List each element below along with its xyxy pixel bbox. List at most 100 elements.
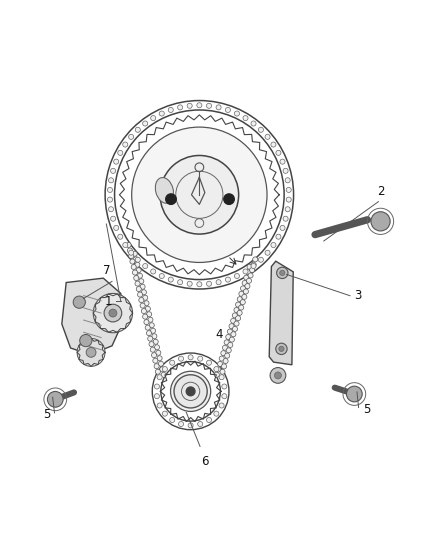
Circle shape — [129, 250, 134, 255]
Circle shape — [134, 276, 139, 280]
Circle shape — [229, 324, 234, 329]
Circle shape — [280, 270, 285, 276]
Circle shape — [151, 328, 155, 333]
Circle shape — [159, 361, 163, 366]
Circle shape — [148, 336, 153, 341]
Circle shape — [237, 310, 242, 316]
Circle shape — [166, 194, 176, 204]
Circle shape — [244, 275, 249, 280]
Text: 3: 3 — [354, 289, 361, 302]
Circle shape — [224, 194, 234, 204]
Circle shape — [197, 103, 202, 108]
Circle shape — [118, 150, 123, 156]
Circle shape — [150, 347, 155, 352]
Circle shape — [145, 306, 150, 311]
Circle shape — [129, 134, 134, 139]
Circle shape — [170, 372, 211, 411]
Circle shape — [214, 367, 219, 372]
Circle shape — [177, 105, 183, 110]
Circle shape — [135, 281, 140, 286]
Circle shape — [206, 281, 212, 286]
Circle shape — [206, 103, 212, 108]
Circle shape — [226, 108, 230, 112]
Circle shape — [371, 212, 390, 231]
Circle shape — [157, 403, 162, 408]
Circle shape — [135, 257, 140, 262]
Circle shape — [258, 257, 263, 262]
Circle shape — [160, 156, 239, 234]
Circle shape — [240, 300, 245, 305]
Circle shape — [170, 360, 175, 365]
Circle shape — [219, 356, 224, 361]
Text: 7: 7 — [102, 264, 110, 277]
Circle shape — [277, 267, 288, 279]
Circle shape — [155, 345, 159, 350]
Circle shape — [134, 257, 138, 262]
Circle shape — [239, 305, 244, 310]
Circle shape — [186, 387, 195, 395]
Circle shape — [188, 355, 193, 360]
Circle shape — [242, 294, 247, 300]
Circle shape — [216, 280, 221, 285]
Circle shape — [228, 342, 233, 348]
Circle shape — [107, 188, 113, 192]
Circle shape — [73, 296, 85, 308]
Circle shape — [227, 329, 233, 334]
Circle shape — [154, 394, 159, 399]
Circle shape — [280, 159, 285, 164]
Circle shape — [251, 263, 256, 269]
Circle shape — [198, 356, 203, 361]
Circle shape — [242, 280, 247, 286]
Text: 5: 5 — [363, 403, 370, 416]
Circle shape — [126, 243, 131, 247]
Circle shape — [136, 268, 141, 273]
Circle shape — [248, 273, 253, 278]
Circle shape — [187, 281, 192, 286]
Circle shape — [247, 278, 251, 284]
Circle shape — [80, 335, 92, 346]
Circle shape — [236, 316, 240, 321]
Circle shape — [206, 417, 212, 423]
Circle shape — [240, 286, 246, 291]
Circle shape — [258, 127, 263, 132]
Circle shape — [132, 251, 137, 256]
Circle shape — [135, 127, 140, 132]
Circle shape — [280, 225, 285, 230]
Circle shape — [168, 277, 173, 282]
Circle shape — [233, 326, 237, 332]
Circle shape — [247, 264, 252, 269]
Circle shape — [231, 318, 236, 324]
Circle shape — [143, 295, 148, 300]
Circle shape — [114, 159, 119, 164]
Circle shape — [114, 225, 119, 230]
Circle shape — [107, 197, 113, 202]
Circle shape — [245, 284, 250, 289]
Circle shape — [219, 375, 224, 379]
Circle shape — [226, 348, 231, 353]
Circle shape — [138, 292, 143, 297]
Circle shape — [159, 111, 164, 116]
Circle shape — [221, 351, 226, 356]
Circle shape — [127, 248, 132, 253]
Circle shape — [276, 343, 287, 354]
Circle shape — [271, 142, 276, 147]
Circle shape — [270, 368, 286, 383]
Circle shape — [86, 348, 96, 357]
Circle shape — [220, 369, 225, 374]
Circle shape — [110, 216, 116, 221]
Text: 5: 5 — [43, 408, 50, 422]
Circle shape — [109, 309, 117, 317]
Circle shape — [231, 332, 236, 337]
Circle shape — [143, 121, 148, 126]
Circle shape — [140, 303, 145, 308]
Circle shape — [154, 364, 159, 369]
Circle shape — [206, 360, 212, 365]
Circle shape — [141, 290, 146, 295]
Circle shape — [251, 121, 256, 126]
Circle shape — [187, 103, 192, 108]
Circle shape — [232, 313, 237, 318]
Circle shape — [162, 411, 167, 416]
Circle shape — [109, 207, 113, 212]
Polygon shape — [269, 261, 293, 365]
Circle shape — [279, 346, 284, 351]
